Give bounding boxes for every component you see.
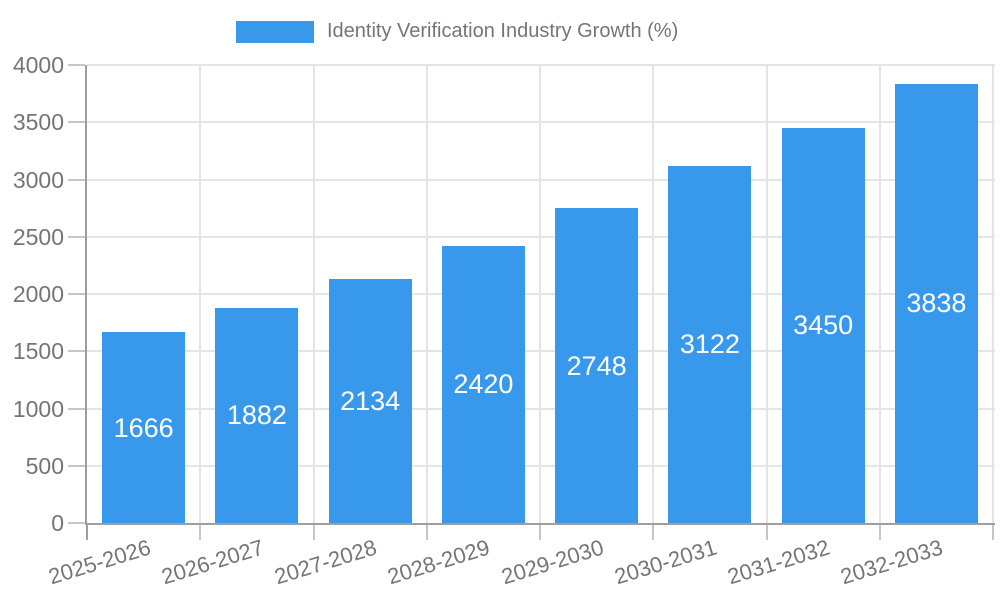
y-tick-label: 2000 xyxy=(12,281,64,307)
x-axis-tick xyxy=(878,523,881,540)
y-axis-tick xyxy=(68,121,85,124)
x-axis-tick xyxy=(539,523,541,540)
gridline-vertical xyxy=(878,65,881,523)
gridline-vertical xyxy=(652,65,655,523)
x-axis-tick xyxy=(86,523,88,540)
y-axis-tick xyxy=(68,350,85,353)
gridline-horizontal xyxy=(87,407,995,410)
gridline-horizontal xyxy=(87,350,995,353)
gridline-horizontal xyxy=(87,178,995,181)
legend-label: Identity Verification Industry Growth (%… xyxy=(327,20,679,42)
gridline-horizontal xyxy=(87,64,995,66)
y-axis-tick xyxy=(68,293,85,295)
bar-value-label: 2420 xyxy=(453,369,514,400)
y-tick-label: 1500 xyxy=(12,338,64,365)
gridline-horizontal xyxy=(87,121,995,124)
y-tick-label: 0 xyxy=(51,510,64,536)
y-axis-tick xyxy=(68,178,85,181)
y-tick-label: 4000 xyxy=(12,52,64,78)
x-axis-tick xyxy=(312,523,315,540)
gridline-horizontal xyxy=(87,293,995,295)
gridline-vertical xyxy=(539,65,541,523)
y-axis-tick xyxy=(68,235,85,238)
gridline-vertical xyxy=(199,65,202,523)
x-axis-tick xyxy=(765,523,768,540)
legend-swatch-icon xyxy=(236,20,314,43)
x-axis-tick xyxy=(425,523,428,540)
x-axis-line xyxy=(85,523,995,525)
gridline-vertical xyxy=(992,65,994,523)
bar[interactable] xyxy=(328,278,412,523)
bar-value-label: 1666 xyxy=(113,412,174,443)
bar[interactable] xyxy=(781,127,865,523)
bar-value-label: 3838 xyxy=(906,288,967,319)
bar[interactable] xyxy=(668,165,752,523)
y-tick-label: 1000 xyxy=(12,395,64,422)
gridline-horizontal xyxy=(87,464,995,467)
y-tick-label: 500 xyxy=(25,452,64,479)
y-tick-label: 3000 xyxy=(12,166,64,193)
y-axis-tick xyxy=(68,407,85,410)
x-axis-tick xyxy=(199,523,202,540)
legend-item[interactable]: Identity Verification Industry Growth (%… xyxy=(236,20,678,43)
bar[interactable] xyxy=(215,307,299,523)
y-axis-tick xyxy=(68,522,85,524)
bar[interactable] xyxy=(102,332,186,523)
gridline-horizontal xyxy=(87,235,995,238)
y-tick-label: 2500 xyxy=(12,223,64,250)
bar-value-label: 1882 xyxy=(226,400,287,431)
bar[interactable] xyxy=(894,83,978,523)
y-axis-tick xyxy=(68,64,85,66)
bar-value-label: 3450 xyxy=(793,310,854,341)
bar-value-label: 2134 xyxy=(340,385,401,416)
gridline-vertical xyxy=(765,65,768,523)
x-axis-tick xyxy=(652,523,655,540)
bar[interactable] xyxy=(441,245,525,523)
bar[interactable] xyxy=(555,208,639,523)
y-tick-label: 3500 xyxy=(12,109,64,136)
bar-value-label: 3122 xyxy=(679,329,740,360)
y-axis-tick xyxy=(68,464,85,467)
gridline-vertical xyxy=(425,65,428,523)
y-axis-line xyxy=(85,65,87,523)
x-axis-tick xyxy=(992,523,994,540)
gridline-vertical xyxy=(312,65,315,523)
bar-value-label: 2748 xyxy=(566,350,627,381)
